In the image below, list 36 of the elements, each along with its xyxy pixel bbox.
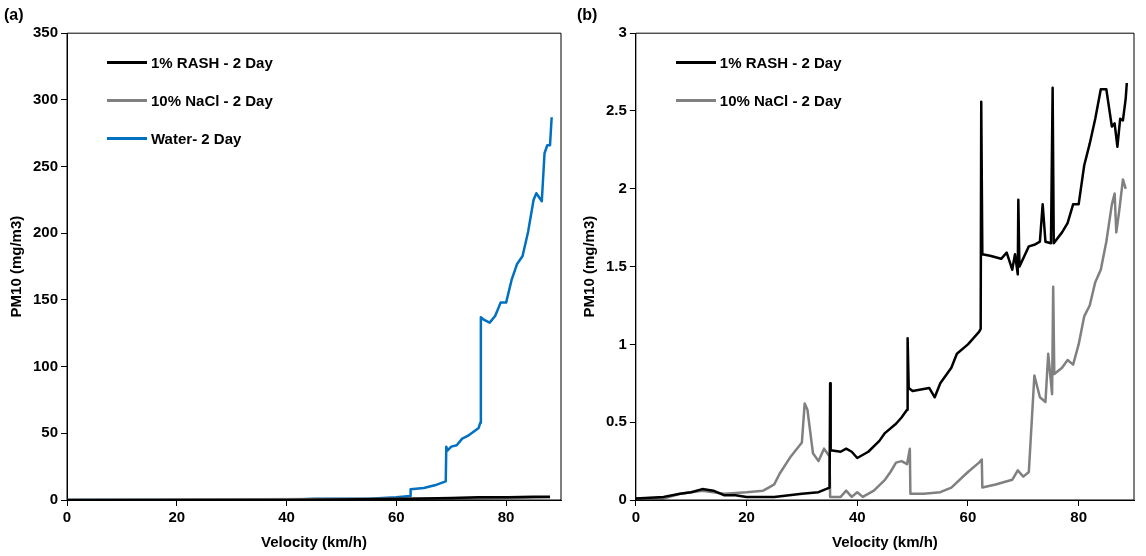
legend-label: 10% NaCl - 2 Day: [151, 91, 273, 109]
x-axis-title: Velocity (km/h): [831, 533, 938, 551]
x-axis-title: Velocity (km/h): [261, 533, 367, 551]
legend-label: 1% RASH - 2 Day: [151, 53, 273, 71]
chart-title: (a): [4, 6, 24, 24]
x-tick-label: 20: [168, 508, 186, 526]
y-tick-label: 1: [618, 334, 627, 352]
y-tick-label: 0.5: [605, 412, 627, 430]
x-tick-label: 40: [278, 508, 295, 526]
legend-label: 10% NaCl - 2 Day: [719, 91, 842, 109]
y-tick-label: 2.5: [605, 101, 627, 119]
y-tick-label: 0: [618, 490, 627, 508]
y-tick-label: 2: [618, 178, 627, 196]
y-tick-label: 300: [33, 90, 59, 108]
x-tick-label: 80: [497, 508, 515, 526]
legend-label: Water- 2 Day: [151, 129, 242, 147]
y-tick-label: 50: [41, 423, 59, 441]
y-tick-label: 1.5: [605, 256, 627, 274]
chart-title: (b): [577, 6, 598, 24]
y-tick-label: 100: [33, 356, 59, 374]
y-tick-label: 200: [33, 223, 59, 241]
x-tick-label: 40: [848, 508, 866, 526]
x-tick-label: 60: [959, 508, 977, 526]
y-axis-title: PM10 (mg/m3): [580, 215, 598, 318]
x-tick-label: 0: [631, 508, 641, 526]
y-axis-title: PM10 (mg/m3): [7, 215, 25, 318]
x-tick-label: 60: [388, 508, 405, 526]
x-tick-label: 20: [738, 508, 755, 526]
y-tick-label: 250: [33, 156, 59, 174]
x-tick-label: 80: [1070, 508, 1087, 526]
legend-label: 1% RASH - 2 Day: [719, 53, 842, 71]
x-tick-label: 0: [62, 508, 72, 526]
y-tick-label: 3: [618, 23, 627, 41]
y-tick-label: 0: [49, 490, 59, 508]
y-tick-label: 150: [33, 290, 59, 308]
y-tick-label: 350: [33, 23, 59, 41]
